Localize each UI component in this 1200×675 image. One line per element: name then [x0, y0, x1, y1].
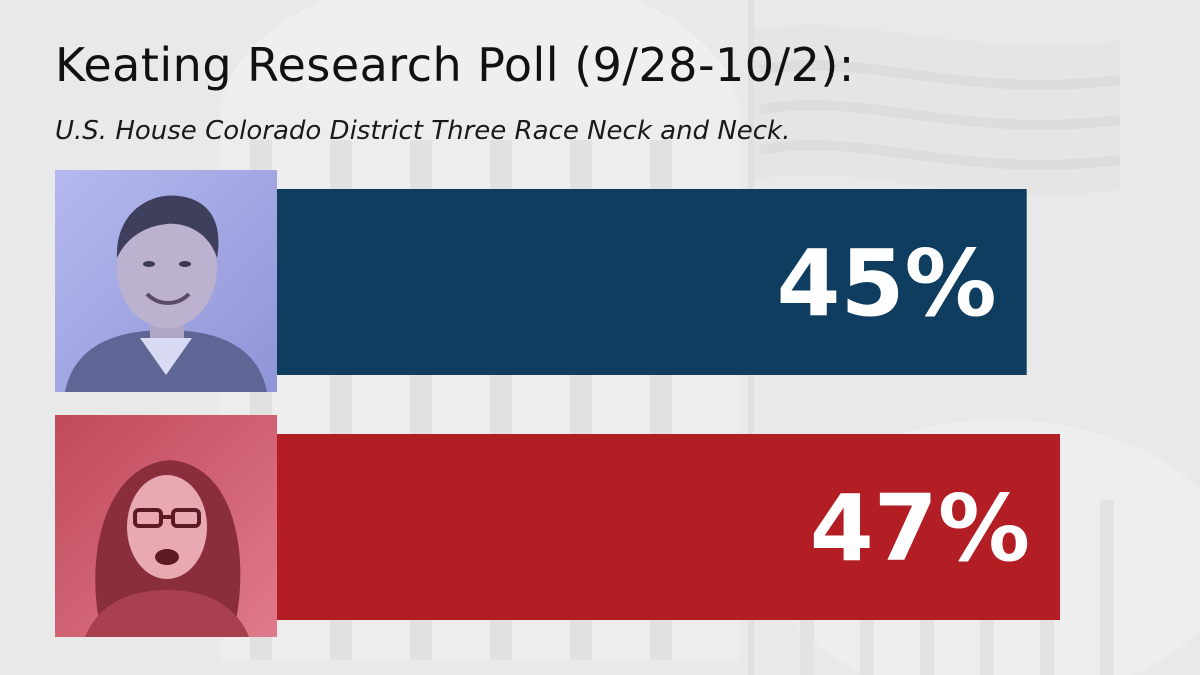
- candidate-photo-red: [55, 415, 277, 637]
- bar-1: [277, 434, 1061, 620]
- candidate-photo-blue: [55, 170, 277, 392]
- chart-subtitle: U.S. House Colorado District Three Race …: [55, 116, 791, 146]
- bar-0: [277, 189, 1027, 375]
- chart-title: Keating Research Poll (9/28-10/2):: [55, 38, 855, 92]
- man-portrait-icon: [55, 170, 277, 392]
- bar-label-1: 47%: [810, 475, 1030, 582]
- bar-label-0: 45%: [776, 230, 996, 337]
- woman-portrait-icon: [55, 415, 277, 637]
